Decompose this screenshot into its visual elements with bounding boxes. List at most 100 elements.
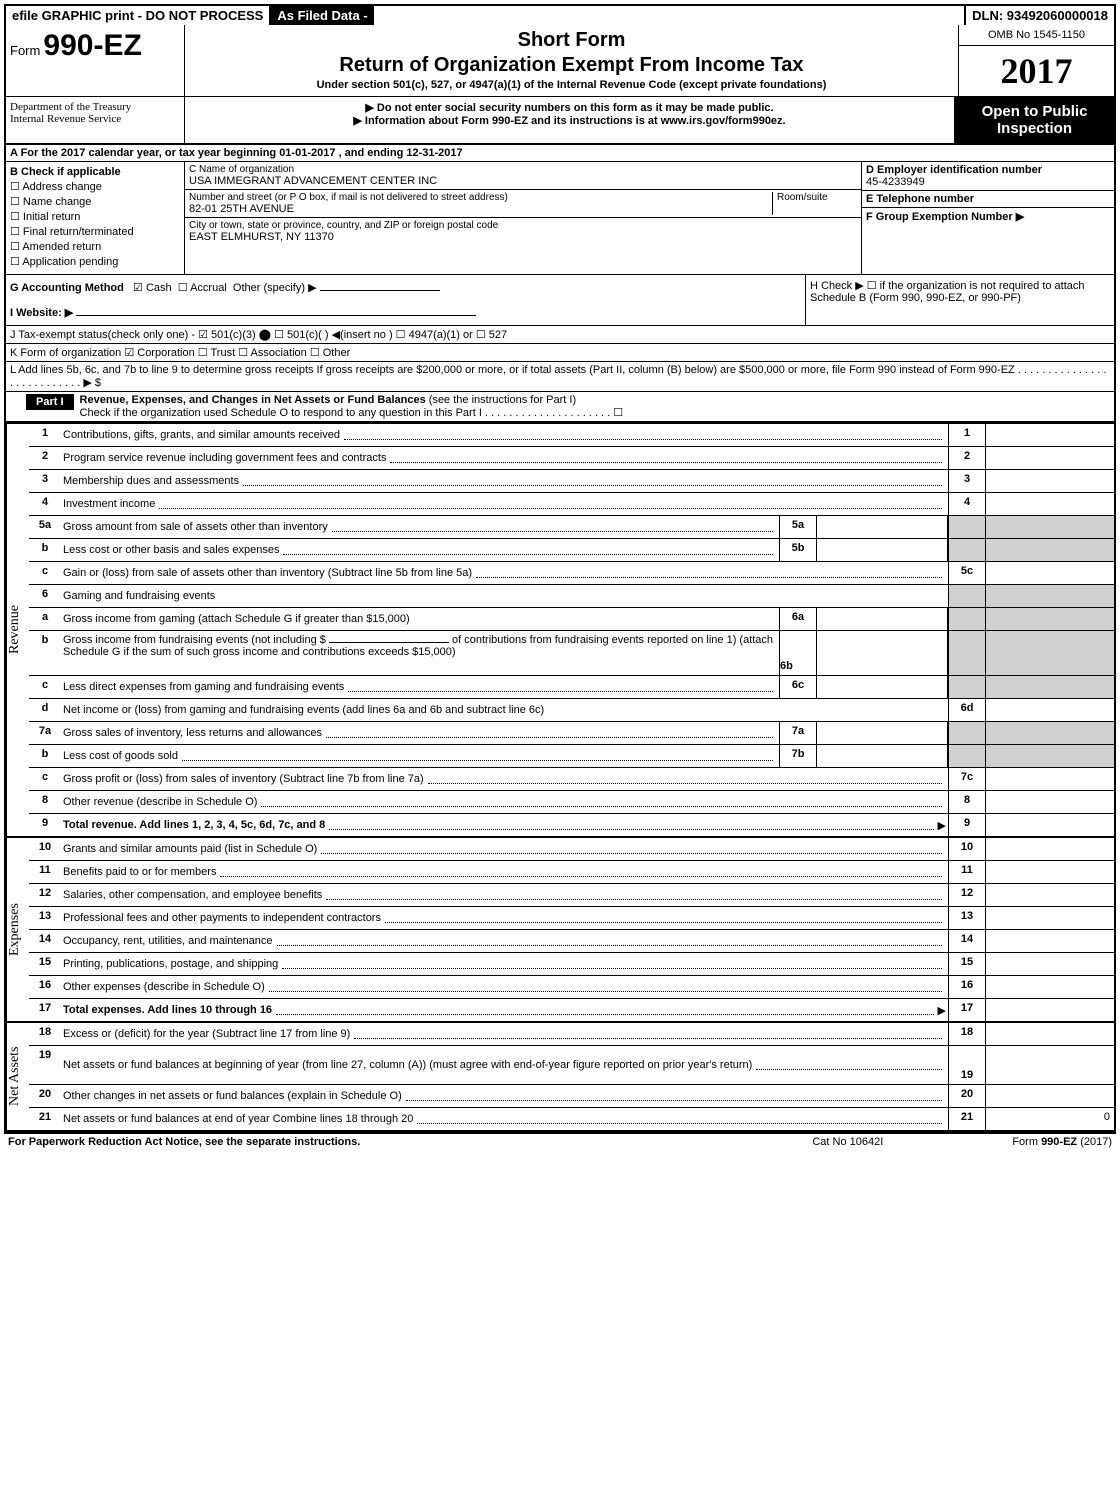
check-name[interactable]: Name change <box>10 195 180 208</box>
part1-header: Part I Revenue, Expenses, and Changes in… <box>6 392 1114 422</box>
org-name-label: C Name of organization <box>189 164 857 175</box>
line-17-desc: Total expenses. Add lines 10 through 16 <box>63 1004 272 1016</box>
asfiled-label: As Filed Data - <box>271 6 373 25</box>
line-12: 12 Salaries, other compensation, and emp… <box>29 884 1114 907</box>
street-label: Number and street (or P O box, if mail i… <box>189 192 772 203</box>
line-13-desc: Professional fees and other payments to … <box>63 912 381 924</box>
form-number: 990-EZ <box>43 29 141 62</box>
line-20: 20 Other changes in net assets or fund b… <box>29 1085 1114 1108</box>
room-suite: Room/suite <box>772 192 857 215</box>
line-1-desc: Contributions, gifts, grants, and simila… <box>63 429 340 441</box>
sections-bcd: B Check if applicable Address change Nam… <box>6 162 1114 275</box>
check-address[interactable]: Address change <box>10 180 180 193</box>
inspection: Inspection <box>957 120 1112 137</box>
group-box: F Group Exemption Number ▶ <box>862 208 1114 274</box>
street-value: 82-01 25TH AVENUE <box>189 203 772 215</box>
website-input[interactable] <box>76 315 476 316</box>
line-6b-amount[interactable] <box>329 642 449 643</box>
line-6d: d Net income or (loss) from gaming and f… <box>29 699 1114 722</box>
line-3-desc: Membership dues and assessments <box>63 475 239 487</box>
line-5b-desc: Less cost or other basis and sales expen… <box>63 544 279 556</box>
expenses-section: Expenses 10 Grants and similar amounts p… <box>6 836 1114 1021</box>
footer: For Paperwork Reduction Act Notice, see … <box>4 1132 1116 1150</box>
line-6-desc: Gaming and fundraising events <box>63 590 215 602</box>
dept-line2: Internal Revenue Service <box>10 113 180 125</box>
line-4-desc: Investment income <box>63 498 155 510</box>
form-prefix: Form <box>10 43 40 58</box>
netassets-vert-label: Net Assets <box>6 1023 29 1130</box>
header-title-box: Short Form Return of Organization Exempt… <box>185 25 959 96</box>
line-1: 1 Contributions, gifts, grants, and simi… <box>29 424 1114 447</box>
ein-label: D Employer identification number <box>866 164 1110 176</box>
check-final[interactable]: Final return/terminated <box>10 225 180 238</box>
netassets-rows: 18 Excess or (deficit) for the year (Sub… <box>29 1023 1114 1130</box>
city-value: EAST ELMHURST, NY 11370 <box>189 231 857 243</box>
line-13: 13 Professional fees and other payments … <box>29 907 1114 930</box>
line-2: 2 Program service revenue including gove… <box>29 447 1114 470</box>
line-4: 4 Investment income 4 <box>29 493 1114 516</box>
accrual-checkbox[interactable]: Accrual <box>178 282 227 294</box>
form-container: efile GRAPHIC print - DO NOT PROCESS As … <box>4 4 1116 1132</box>
section-j: J Tax-exempt status(check only one) - ☑ … <box>6 326 1114 344</box>
netassets-section: Net Assets 18 Excess or (deficit) for th… <box>6 1021 1114 1130</box>
org-name-value: USA IMMEGRANT ADVANCEMENT CENTER INC <box>189 175 857 187</box>
section-l: L Add lines 5b, 6c, and 7b to line 9 to … <box>6 362 1114 392</box>
check-amended[interactable]: Amended return <box>10 240 180 253</box>
line-14-desc: Occupancy, rent, utilities, and maintena… <box>63 935 273 947</box>
line-7c-desc: Gross profit or (loss) from sales of inv… <box>63 773 424 785</box>
dln-label: DLN: 93492060000018 <box>964 6 1114 25</box>
under-section: Under section 501(c), 527, or 4947(a)(1)… <box>193 79 950 91</box>
revenue-vert-label: Revenue <box>6 424 29 836</box>
city-row: City or town, state or province, country… <box>185 218 861 245</box>
check-pending[interactable]: Application pending <box>10 255 180 268</box>
part1-title-sub: (see the instructions for Part I) <box>429 394 576 406</box>
other-specify-input[interactable] <box>320 290 440 291</box>
header-right-box: OMB No 1545-1150 2017 <box>959 25 1114 96</box>
line-18-desc: Excess or (deficit) for the year (Subtra… <box>63 1028 350 1040</box>
line-6b: b Gross income from fundraising events (… <box>29 631 1114 676</box>
return-title: Return of Organization Exempt From Incom… <box>193 54 950 77</box>
line-6d-desc: Net income or (loss) from gaming and fun… <box>63 704 544 716</box>
cash-checkbox[interactable]: Cash <box>133 282 172 294</box>
line-6a-desc: Gross income from gaming (attach Schedul… <box>63 613 410 625</box>
section-h: H Check ▶ ☐ if the organization is not r… <box>805 275 1114 325</box>
expenses-vert-label: Expenses <box>6 838 29 1021</box>
revenue-section: Revenue 1 Contributions, gifts, grants, … <box>6 422 1114 836</box>
line-10-desc: Grants and similar amounts paid (list in… <box>63 843 317 855</box>
part1-title-text: Revenue, Expenses, and Changes in Net As… <box>80 394 426 406</box>
open-public-box: Open to Public Inspection <box>955 97 1114 143</box>
line-19: 19 Net assets or fund balances at beginn… <box>29 1046 1114 1085</box>
line-9-desc: Total revenue. Add lines 1, 2, 3, 4, 5c,… <box>63 819 325 831</box>
tel-box: E Telephone number <box>862 191 1114 208</box>
dept-box: Department of the Treasury Internal Reve… <box>6 97 185 143</box>
line-21-desc: Net assets or fund balances at end of ye… <box>63 1113 413 1125</box>
line-6a: a Gross income from gaming (attach Sched… <box>29 608 1114 631</box>
other-specify: Other (specify) ▶ <box>233 282 317 294</box>
top-bar: efile GRAPHIC print - DO NOT PROCESS As … <box>6 6 1114 25</box>
footer-left: For Paperwork Reduction Act Notice, see … <box>8 1136 812 1148</box>
section-b-label: B Check if applicable <box>10 166 180 178</box>
line-5c: c Gain or (loss) from sale of assets oth… <box>29 562 1114 585</box>
street-row: Number and street (or P O box, if mail i… <box>185 190 861 218</box>
form-number-box: Form 990-EZ <box>6 25 185 96</box>
line-5a-desc: Gross amount from sale of assets other t… <box>63 521 328 533</box>
line-6c: c Less direct expenses from gaming and f… <box>29 676 1114 699</box>
short-form-label: Short Form <box>193 29 950 52</box>
line-12-desc: Salaries, other compensation, and employ… <box>63 889 322 901</box>
section-i: I Website: ▶ <box>10 307 73 319</box>
section-a: A For the 2017 calendar year, or tax yea… <box>6 145 1114 162</box>
topbar-spacer <box>374 6 964 25</box>
line-16: 16 Other expenses (describe in Schedule … <box>29 976 1114 999</box>
line-6b-desc1: Gross income from fundraising events (no… <box>63 634 326 646</box>
section-def: D Employer identification number 45-4233… <box>861 162 1114 274</box>
line-5b: b Less cost or other basis and sales exp… <box>29 539 1114 562</box>
line-11-desc: Benefits paid to or for members <box>63 866 216 878</box>
line-14: 14 Occupancy, rent, utilities, and maint… <box>29 930 1114 953</box>
expenses-rows: 10 Grants and similar amounts paid (list… <box>29 838 1114 1021</box>
ein-value: 45-4233949 <box>866 176 1110 188</box>
line-17: 17 Total expenses. Add lines 10 through … <box>29 999 1114 1021</box>
line-21-value: 0 <box>986 1108 1114 1130</box>
section-k: K Form of organization ☑ Corporation ☐ T… <box>6 344 1114 362</box>
line-8: 8 Other revenue (describe in Schedule O)… <box>29 791 1114 814</box>
check-initial[interactable]: Initial return <box>10 210 180 223</box>
